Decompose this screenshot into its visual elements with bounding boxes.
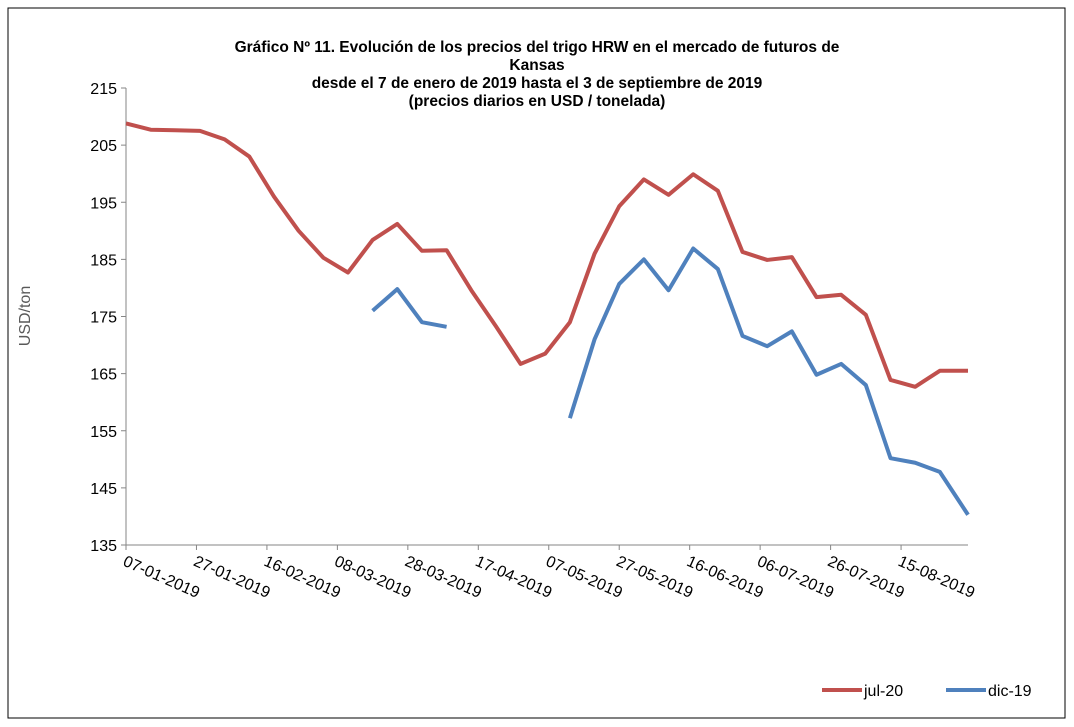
series-line <box>567 246 970 516</box>
y-axis-label: USD/ton <box>17 286 34 346</box>
chart-title: (precios diarios en USD / tonelada) <box>409 93 666 110</box>
y-tick-label: 155 <box>90 424 117 441</box>
y-tick-label: 205 <box>90 138 117 155</box>
series-line <box>371 287 447 329</box>
y-tick-label: 195 <box>90 195 117 212</box>
frame <box>7 7 1066 719</box>
y-tick-label: 175 <box>90 310 117 327</box>
legend-label: jul-20 <box>863 683 903 700</box>
series-line <box>125 121 968 389</box>
chart-title: Kansas <box>509 57 564 74</box>
y-tick-label: 145 <box>90 481 117 498</box>
chart-title: desde el 7 de enero de 2019 hasta el 3 d… <box>312 75 763 92</box>
chart-title: Gráfico Nº 11. Evolución de los precios … <box>235 39 840 56</box>
y-tick-label: 135 <box>90 538 117 555</box>
y-tick-label: 215 <box>90 81 117 98</box>
legend-label: dic-19 <box>988 683 1032 700</box>
y-tick-label: 165 <box>90 367 117 384</box>
y-tick-label: 185 <box>90 252 117 269</box>
